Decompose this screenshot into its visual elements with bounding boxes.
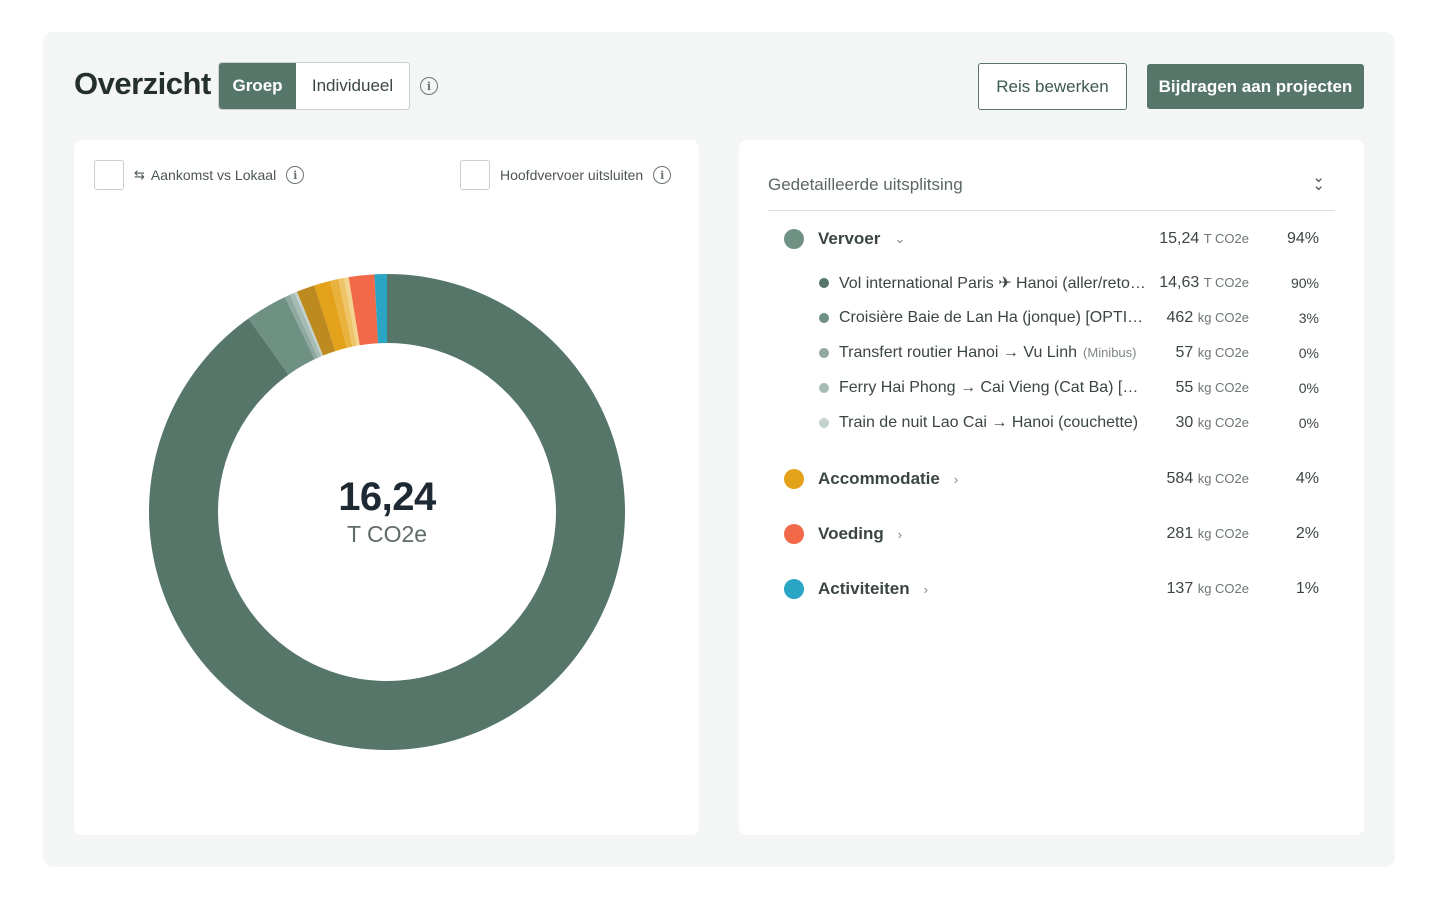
category-pct: 1%: [1295, 580, 1319, 597]
donut-slice[interactable]: [348, 274, 379, 346]
category-row-food[interactable]: Voeding › 281 kg CO2e 2%: [768, 522, 1335, 546]
item-dot: [819, 278, 829, 288]
donut-center: 16,24 T CO2e: [149, 274, 625, 750]
donut-slice[interactable]: [285, 294, 318, 360]
donut-slice[interactable]: [248, 296, 315, 375]
breakdown-title: Gedetailleerde uitsplitsing: [768, 175, 963, 194]
donut-slice[interactable]: [330, 279, 353, 348]
chevron-down-icon: ⌄: [894, 231, 906, 246]
page-title: Overzicht: [74, 66, 211, 101]
total-emissions: 16,24: [338, 474, 436, 519]
total-unit: T CO2e: [346, 520, 428, 547]
arrival-vs-local-label: Aankomst vs Lokaal: [150, 167, 277, 183]
category-value: 137 kg CO2e: [1166, 580, 1249, 597]
item-dot: [819, 348, 829, 358]
overview-panel: Overzicht Groep Individueel i Reis bewer…: [43, 32, 1395, 867]
list-item: Ferry Hai Phong → Cai Vieng (Cat Ba) [OP…: [768, 377, 1335, 399]
toggle-group[interactable]: Groep: [219, 63, 296, 109]
category-dot: [784, 579, 804, 599]
donut-slice[interactable]: [297, 285, 336, 356]
item-value: 14,63 T CO2e: [1159, 274, 1249, 291]
exclude-main-transport-label: Hoofdvervoer uitsluiten: [500, 167, 644, 183]
donut-slice[interactable]: [344, 277, 360, 346]
item-value: 30 kg CO2e: [1175, 414, 1249, 431]
donut-slice[interactable]: [289, 292, 322, 358]
chart-card: ⇆ Aankomst vs Lokaal i Hoofdvervoer uits…: [74, 140, 699, 835]
item-pct: 0%: [1298, 380, 1319, 396]
category-label: Voeding: [818, 524, 884, 543]
list-item: Transfert routier Hanoi → Vu Linh (Minibu…: [768, 342, 1335, 364]
item-pct: 90%: [1290, 275, 1319, 291]
chevron-right-icon: ›: [953, 471, 959, 487]
chevron-right-icon: ›: [923, 581, 928, 597]
collapse-icon[interactable]: ⌄ ⌄: [1312, 169, 1325, 195]
donut-slice[interactable]: [374, 274, 387, 344]
breakdown-card: Gedetailleerde uitsplitsing ⌄ ⌄ Vervoer ⌄…: [739, 140, 1364, 835]
item-label: Croisière Baie de Lan Ha (jonque) [OPTIO…: [839, 309, 1149, 326]
info-icon[interactable]: i: [286, 166, 305, 184]
category-dot: [784, 469, 804, 489]
info-icon[interactable]: i: [653, 166, 672, 184]
category-row-transport[interactable]: Vervoer ⌄ 15,24 T CO2e 94%: [768, 227, 1335, 251]
flow-icon: ⇆: [134, 167, 145, 182]
item-pct: 0%: [1298, 415, 1319, 431]
item-value: 55 kg CO2e: [1175, 379, 1249, 396]
item-pct: 3%: [1298, 310, 1319, 326]
donut-chart: 16,24 T CO2e: [149, 274, 625, 750]
item-label: Ferry Hai Phong → Cai Vieng (Cat Ba) [OP…: [839, 379, 1149, 396]
list-item: Train de nuit Lao Cai → Hanoi (couchette…: [768, 412, 1335, 434]
category-row-activities[interactable]: Activiteiten › 137 kg CO2e 1%: [768, 577, 1335, 601]
exclude-main-transport-checkbox[interactable]: [460, 160, 490, 190]
category-pct: 94%: [1286, 230, 1319, 247]
category-row-accommodation[interactable]: Accommodatie › 584 kg CO2e 4%: [768, 467, 1335, 491]
category-label: Activiteiten: [818, 579, 910, 598]
category-value: 15,24 T CO2e: [1159, 230, 1249, 247]
item-label: Train de nuit Lao Cai → Hanoi (couchette…: [839, 414, 1139, 431]
donut-slice[interactable]: [338, 277, 357, 347]
breakdown-header: Gedetailleerde uitsplitsing ⌄ ⌄: [768, 170, 1335, 211]
donut-slice[interactable]: [314, 280, 347, 352]
donut-slice[interactable]: [294, 291, 324, 357]
category-label: Accommodatie: [818, 469, 940, 488]
edit-trip-button[interactable]: Reis bewerken: [978, 63, 1127, 110]
list-item: Croisière Baie de Lan Ha (jonque) [OPTIO…: [768, 307, 1335, 329]
chevron-right-icon: ›: [897, 526, 903, 542]
item-dot: [819, 418, 829, 428]
category-value: 584 kg CO2e: [1166, 470, 1249, 487]
item-label: Vol international Paris ✈ Hanoi (aller/r…: [839, 275, 1149, 292]
category-dot: [784, 524, 804, 544]
category-dot: [784, 229, 804, 249]
exclude-main-transport-option: Hoofdvervoer uitsluiten i: [500, 166, 672, 184]
category-pct: 4%: [1295, 470, 1319, 487]
toggle-individual[interactable]: Individueel: [311, 76, 394, 95]
item-dot: [819, 313, 829, 323]
item-value: 57 kg CO2e: [1175, 344, 1249, 361]
item-dot: [819, 383, 829, 393]
arrival-vs-local-checkbox[interactable]: [94, 160, 124, 190]
category-pct: 2%: [1295, 525, 1319, 542]
info-icon[interactable]: i: [420, 77, 438, 95]
view-toggle: Groep Individueel: [218, 62, 410, 110]
category-label: Vervoer: [818, 229, 881, 248]
category-value: 281 kg CO2e: [1166, 525, 1249, 542]
list-item: Vol international Paris ✈ Hanoi (aller/r…: [768, 272, 1335, 294]
donut-svg: [149, 274, 625, 750]
item-label: Transfert routier Hanoi → Vu Linh (Minibu…: [839, 344, 1137, 361]
item-value: 462 kg CO2e: [1166, 309, 1249, 326]
contribute-projects-button[interactable]: Bijdragen aan projecten: [1147, 64, 1364, 109]
item-pct: 0%: [1298, 345, 1319, 361]
arrival-vs-local-option: ⇆ Aankomst vs Lokaal i: [134, 166, 305, 184]
